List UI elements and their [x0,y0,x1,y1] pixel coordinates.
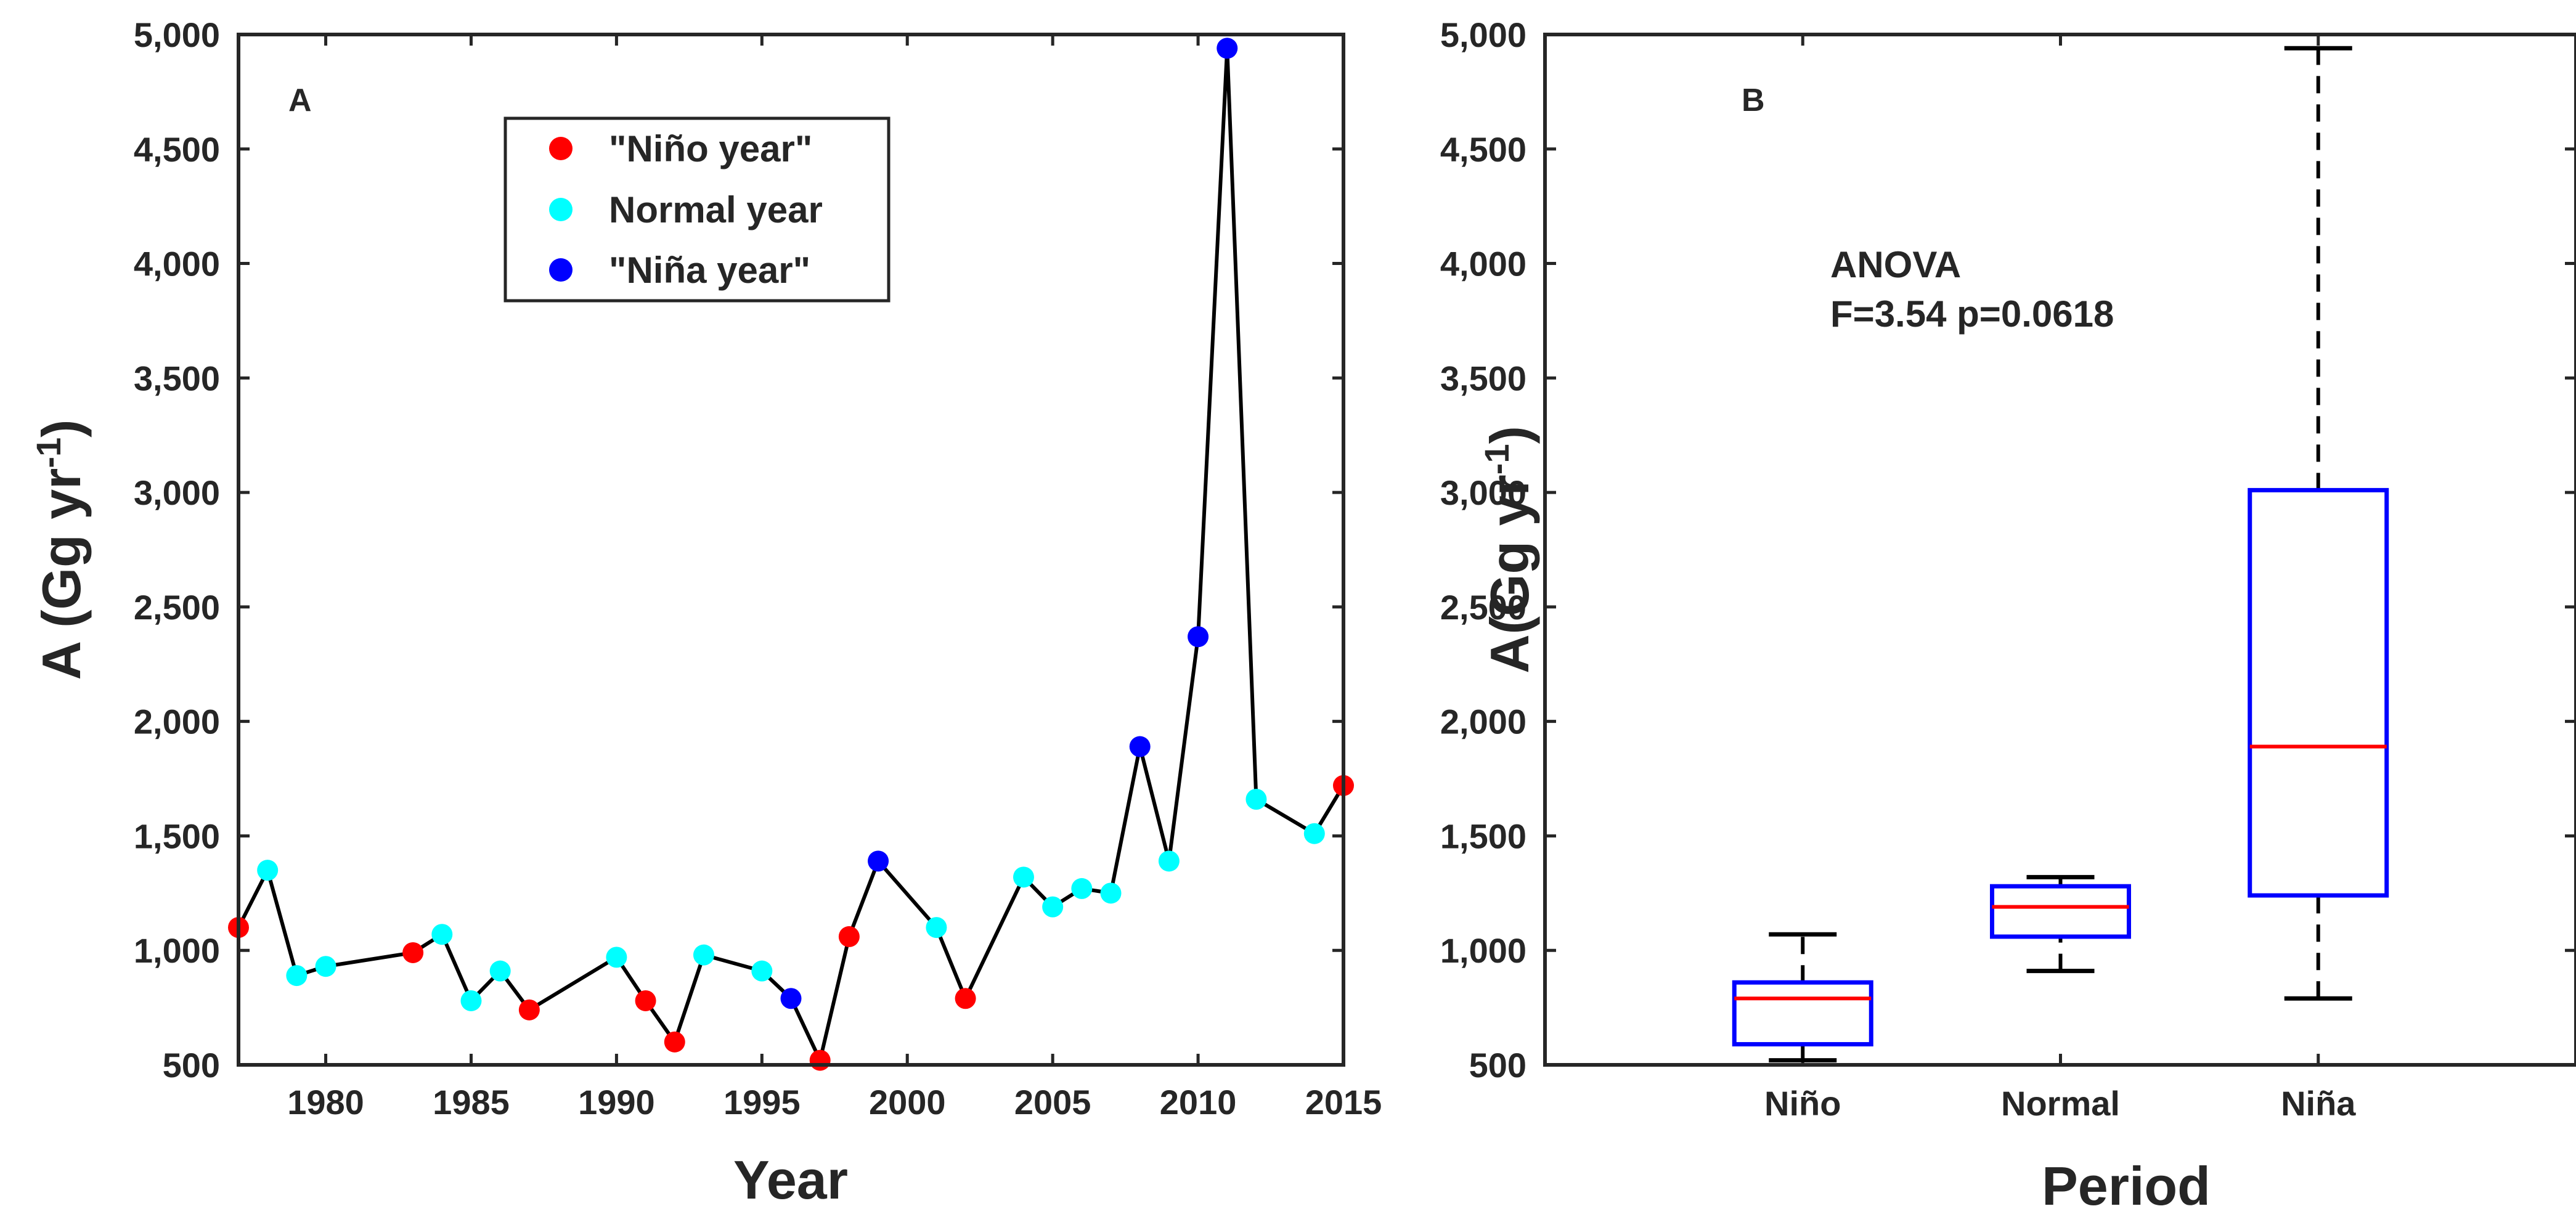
legend-label-nino: "Niño year" [609,128,812,169]
data-point-normal [1100,882,1122,904]
panel-b-y-tick-label: 500 [1469,1046,1526,1085]
panel-a-axes-box [237,33,1345,1067]
data-point-normal [606,947,627,968]
data-point-nino [809,1049,831,1071]
iqr-box [1732,980,1873,1047]
panel-a-x-tick-label: 1995 [723,1083,801,1122]
panel-b-y-tick-label: 3,500 [1440,359,1526,397]
panel-b-x-axis-label: Period [2042,1155,2211,1216]
data-point-nina [1217,38,1238,59]
panel-b-y-tick-label: 4,500 [1440,130,1526,169]
data-point-nino [402,942,424,963]
data-point-normal [1071,878,1093,899]
anova-title: ANOVA [1830,244,1961,285]
data-point-normal [1042,896,1064,918]
panel-a-x-tick-label: 1990 [578,1083,655,1122]
panel-a-y-tick-label: 2,500 [134,588,220,627]
legend-marker-nino [549,137,573,160]
data-point-nino [955,988,976,1009]
box-2 [2248,46,2389,1001]
data-point-nina [868,850,889,872]
panel-b-y-ticks: 500 1,000 1,500 2,000 2,500 3,000 3,500 4,000 4,… [1440,15,2576,1085]
panel-a-x-axis-label: Year [733,1149,848,1210]
legend-label-normal: Normal year [609,189,823,230]
data-point-normal [1303,823,1325,844]
panel-a-legend: "Niño year" Normal year "Niña year" [503,116,891,303]
panel-a-line-chart: 500 1,000 1,500 2,000 2,500 3,000 3,500 4,000 4,… [29,15,1382,1210]
data-point-normal [489,960,511,982]
data-point-normal [693,944,714,966]
panel-a-x-tick-label: 2000 [869,1083,946,1122]
panel-a-y-tick-label: 5,000 [134,15,220,54]
panel-a-x-tick-label: 2015 [1305,1083,1382,1122]
data-point-normal [926,917,947,939]
panel-a-y-tick-label: 500 [163,1046,220,1085]
iqr-box [1990,884,2131,939]
panel-b-y-tick-label: 2,000 [1440,703,1526,741]
panel-a-x-tick-label: 1985 [433,1083,510,1122]
panel-a-y-axis-label: A (Gg yr-1) [29,420,92,680]
data-point-nino [635,990,656,1011]
data-point-nina [1188,626,1209,648]
panel-b-y-tick-label: 1,500 [1440,817,1526,855]
data-point-normal [751,960,773,982]
panel-a-x-tick-label: 2005 [1014,1083,1091,1122]
panel-a-x-ticks: 1980 1985 1990 1995 2000 2005 2010 2015 [287,35,1382,1122]
panel-a-x-tick-label: 1980 [287,1083,364,1122]
iqr-box [2248,487,2389,898]
data-point-normal [1245,788,1267,810]
legend-marker-nina [549,258,573,282]
data-point-normal [286,965,308,987]
box-1 [1990,874,2131,974]
data-point-nino [838,926,860,947]
legend-label-nina: "Niña year" [609,250,810,291]
panel-b-box-plot: 500 1,000 1,500 2,000 2,500 3,000 3,500 4,000 4,… [1440,15,2576,1216]
panel-b-boxes [1732,46,2389,1063]
panel-a-y-tick-label: 1,000 [134,931,220,970]
data-point-normal [431,924,453,945]
panel-b-x-tick-label: Normal [2001,1084,2120,1123]
panel-b-y-axis-label: A(Gg yr-1) [1477,426,1540,674]
panel-b-letter: B [1742,83,1765,118]
data-point-normal [1158,850,1180,872]
panel-a-letter: A [288,83,312,118]
panel-a-y-ticks: 500 1,000 1,500 2,000 2,500 3,000 3,500 4,000 4,… [134,15,1343,1085]
panel-a-y-tick-label: 3,500 [134,359,220,397]
panel-b-x-tick-label: Niño [1764,1084,1841,1123]
panel-a-y-tick-label: 4,500 [134,130,220,169]
panel-b-y-tick-label: 5,000 [1440,15,1526,54]
panel-a-y-tick-label: 4,000 [134,245,220,283]
data-point-nina [1129,736,1151,757]
panel-b-x-ticks: Niño Normal Niña [1764,35,2356,1123]
panel-a-y-tick-label: 3,000 [134,473,220,512]
panel-a-points [228,38,1354,1071]
data-point-nino [518,999,540,1020]
panel-b-y-tick-label: 2,500 [1440,588,1526,627]
data-point-normal [460,990,482,1011]
panel-b-axes-box [1543,33,2576,1067]
data-point-normal [315,956,336,977]
data-point-nina [780,988,802,1009]
data-point-normal [1013,866,1034,888]
panel-a-y-tick-label: 2,000 [134,703,220,741]
anova-stats: F=3.54 p=0.0618 [1830,293,2114,335]
box-0 [1732,932,1873,1063]
data-point-normal [257,860,279,881]
panel-a-x-tick-label: 2010 [1160,1083,1237,1122]
panel-a-y-tick-label: 1,500 [134,817,220,855]
legend-marker-normal [549,198,573,221]
data-point-nino [664,1031,685,1053]
panel-b-y-tick-label: 1,000 [1440,931,1526,970]
panel-b-y-tick-label: 4,000 [1440,245,1526,283]
panel-b-y-tick-label: 3,000 [1440,473,1526,512]
panel-b-x-tick-label: Niña [2281,1084,2356,1123]
